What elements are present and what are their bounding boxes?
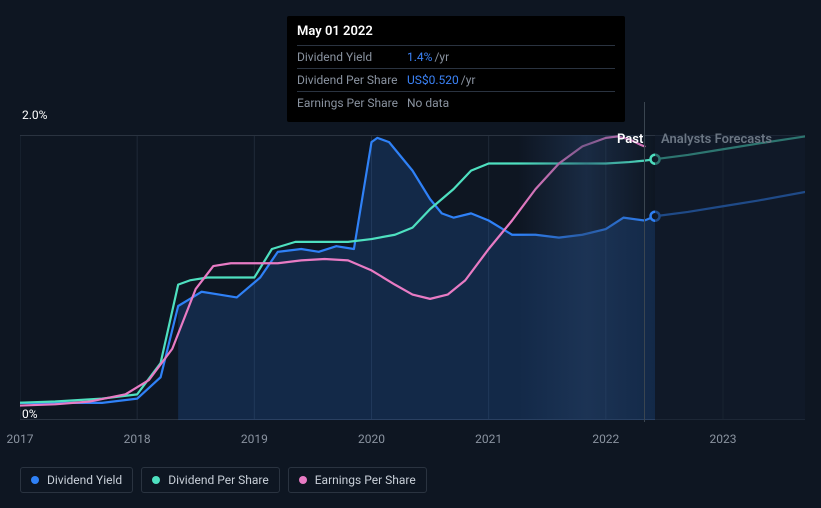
x-tick-label: 2020 — [358, 432, 385, 446]
x-tick-label: 2023 — [709, 432, 736, 446]
tooltip-row-label: Dividend Per Share — [297, 73, 407, 87]
tooltip-row-value: US$0.520/yr — [407, 73, 476, 87]
tooltip-row-value: 1.4%/yr — [407, 50, 449, 64]
legend-label: Earnings Per Share — [315, 473, 416, 487]
x-tick-label: 2021 — [475, 432, 502, 446]
tooltip: May 01 2022 Dividend Yield 1.4%/yr Divid… — [287, 16, 625, 122]
tooltip-row-label: Earnings Per Share — [297, 96, 407, 110]
legend-item-dividend-yield[interactable]: Dividend Yield — [20, 467, 133, 493]
legend-item-dividend-per-share[interactable]: Dividend Per Share — [141, 467, 280, 493]
legend-dot — [31, 476, 39, 484]
chart-plot[interactable] — [20, 135, 805, 420]
tooltip-row-label: Dividend Yield — [297, 50, 407, 64]
legend-dot — [152, 476, 160, 484]
cursor-line — [644, 102, 645, 422]
legend: Dividend Yield Dividend Per Share Earnin… — [20, 467, 427, 493]
tooltip-row: Dividend Per Share US$0.520/yr — [297, 68, 615, 91]
y-axis-max-label: 2.0% — [22, 108, 47, 122]
tooltip-row: Dividend Yield 1.4%/yr — [297, 45, 615, 68]
tooltip-row: Earnings Per Share No data — [297, 91, 615, 114]
legend-item-earnings-per-share[interactable]: Earnings Per Share — [288, 467, 427, 493]
tooltip-title: May 01 2022 — [297, 24, 615, 45]
forecast-label: Analysts Forecasts — [661, 132, 772, 147]
past-label: Past — [617, 132, 643, 147]
x-axis: 2017201820192020202120222023 — [20, 432, 805, 448]
x-tick-label: 2017 — [7, 432, 34, 446]
tooltip-row-value: No data — [407, 96, 449, 110]
x-tick-label: 2018 — [124, 432, 151, 446]
x-tick-label: 2022 — [592, 432, 619, 446]
legend-label: Dividend Yield — [47, 473, 122, 487]
legend-dot — [299, 476, 307, 484]
x-tick-label: 2019 — [241, 432, 268, 446]
legend-label: Dividend Per Share — [168, 473, 269, 487]
